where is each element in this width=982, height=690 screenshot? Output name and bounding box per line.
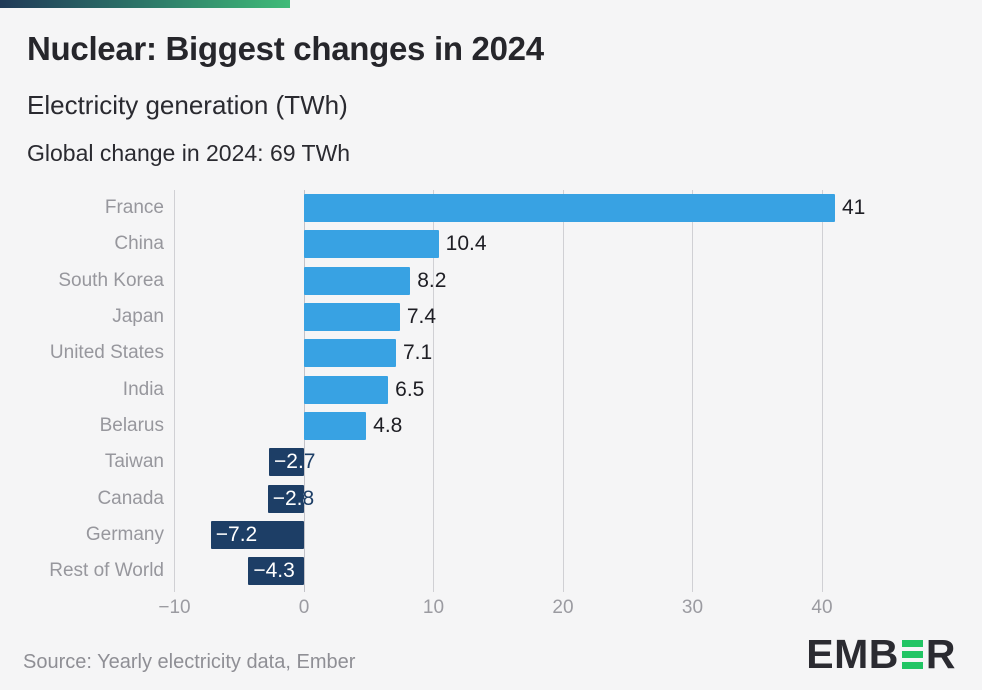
- value-label: 8.2: [417, 268, 447, 292]
- category-label: South Korea: [58, 269, 164, 291]
- category-label: Belarus: [99, 414, 164, 436]
- logo-green-e-bar: [901, 650, 923, 658]
- category-label: Taiwan: [104, 451, 164, 473]
- global-change-annotation: Global change in 2024: 69 TWh: [27, 140, 351, 166]
- gridline: [562, 190, 564, 592]
- positive-bar-united-states: [304, 339, 396, 368]
- logo-green-e-icon: [901, 639, 923, 669]
- chart-subtitle: Electricity generation (TWh): [27, 90, 348, 120]
- negative-bar-germany: −7.2: [210, 520, 304, 549]
- x-tick-label: 0: [298, 597, 310, 618]
- category-label: India: [122, 378, 164, 400]
- value-label: 7.1: [402, 341, 433, 365]
- x-tick-label: 10: [422, 597, 445, 618]
- category-label: China: [114, 233, 164, 255]
- positive-bar-belarus: [304, 411, 367, 440]
- category-label: Rest of World: [49, 560, 164, 582]
- logo-green-e-bar: [901, 639, 923, 647]
- bar-row: Rest of World−4.3−4.3: [0, 553, 982, 589]
- ember-logo: EMB R: [806, 631, 956, 677]
- value-label: −2.8: [272, 486, 304, 510]
- category-label: Canada: [97, 487, 164, 509]
- value-label: 7.4: [406, 305, 437, 329]
- value-label: 41: [841, 196, 866, 220]
- positive-bar-france: [304, 194, 835, 223]
- category-label: United States: [49, 342, 164, 364]
- brand-gradient-bar: [0, 0, 290, 8]
- x-tick-label: 40: [811, 597, 833, 618]
- bar-row: India 6.5: [0, 372, 982, 408]
- value-label: 4.8: [373, 413, 403, 437]
- bar-row: South Korea 8.2: [0, 263, 982, 299]
- logo-text-suffix: R: [925, 631, 956, 677]
- value-label: −2.7: [274, 450, 304, 474]
- negative-bar-taiwan: −2.7: [269, 448, 304, 477]
- gridline: [692, 190, 693, 592]
- bar-chart: −10 0 10 20 30 40 France 41 China 10.4 South Korea…: [0, 184, 982, 630]
- positive-bar-south-korea: [304, 266, 411, 295]
- negative-bar-canada: −2.8: [267, 484, 304, 513]
- logo-green-e-bar: [901, 661, 923, 669]
- gridline: [821, 190, 823, 592]
- positive-bar-china: [304, 230, 439, 259]
- value-label: −4.3: [253, 559, 295, 583]
- negative-bar-rest-of-world: −4.3: [248, 557, 304, 586]
- value-label: 6.5: [395, 377, 425, 401]
- category-label: Germany: [85, 523, 164, 545]
- positive-bar-japan: [304, 303, 400, 332]
- value-label: 10.4: [445, 232, 487, 256]
- category-label: Japan: [112, 306, 164, 328]
- positive-bar-india: [304, 375, 389, 404]
- x-tick-label: 20: [552, 597, 574, 618]
- bar-row: Belarus 4.8: [0, 408, 982, 444]
- logo-text-prefix: EMB: [806, 631, 899, 677]
- x-tick-label: −10: [158, 597, 191, 618]
- chart-title: Nuclear: Biggest changes in 2024: [27, 30, 544, 67]
- category-label: France: [104, 197, 164, 219]
- bar-row: Japan 7.4: [0, 299, 982, 335]
- bar-row: China 10.4: [0, 226, 982, 262]
- bar-row: United States 7.1: [0, 335, 982, 371]
- bar-row: Canada−2.8−2.8: [0, 480, 982, 516]
- value-label: −7.2: [215, 522, 258, 546]
- bar-row: France 41: [0, 190, 982, 226]
- gridline: [433, 190, 434, 592]
- source-note: Source: Yearly electricity data, Ember: [23, 651, 356, 673]
- gridline: [174, 190, 175, 592]
- bar-row: Taiwan−2.7−2.7: [0, 444, 982, 480]
- x-tick-label: 30: [681, 597, 704, 618]
- bar-row: Germany−7.2−7.2: [0, 517, 982, 553]
